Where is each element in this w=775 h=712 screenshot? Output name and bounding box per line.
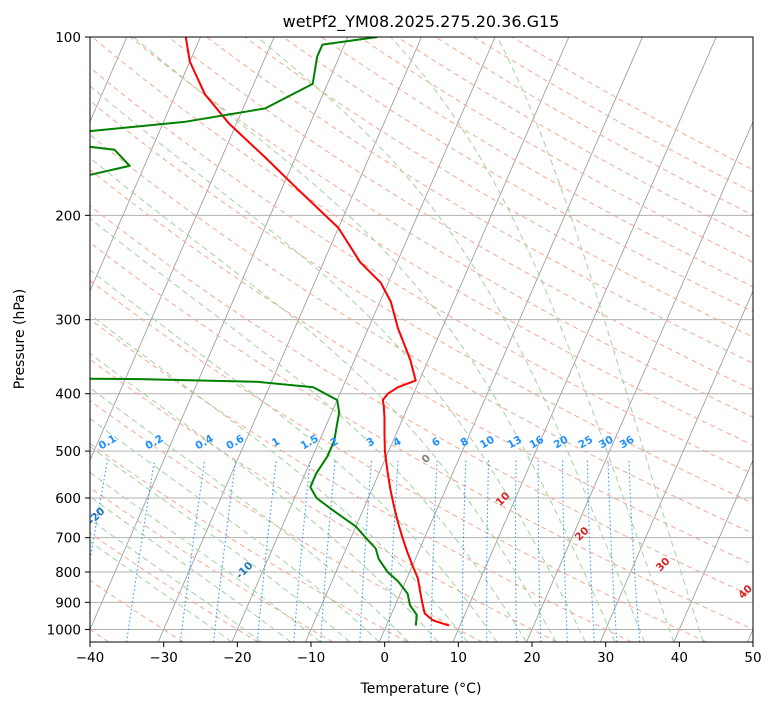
- y-axis-label: Pressure (hPa): [12, 289, 28, 389]
- dry-adiabat-line: [0, 37, 557, 642]
- dry-adiabat-line: [0, 37, 706, 642]
- mixing-ratio-line: [563, 461, 568, 643]
- mixing-ratio-label: 6: [430, 435, 442, 449]
- y-tick-label: 800: [55, 565, 81, 581]
- mixing-ratio-label: 4: [391, 435, 403, 449]
- y-tick-label: 600: [55, 491, 81, 507]
- isotherm-line: [158, 37, 421, 642]
- dry-adiabat-line: [245, 37, 775, 642]
- isotherm-line: [453, 37, 716, 642]
- dry-adiabat-line: [0, 37, 407, 642]
- x-tick-label: −10: [297, 650, 326, 666]
- mixing-ratio-label: 0.2: [143, 433, 165, 453]
- dry-adiabat-line: [321, 37, 775, 642]
- dry-adiabat-line: [169, 37, 775, 642]
- moist-adiabat-line: [0, 37, 350, 642]
- mixing-ratio-line: [516, 461, 517, 643]
- dry-adiabat-line: [130, 37, 775, 642]
- moist-adiabat-line: [0, 37, 438, 642]
- mixing-ratio-line: [321, 461, 336, 643]
- mixing-ratio-line: [462, 461, 466, 643]
- moist-adiabat-line: [0, 37, 379, 642]
- mixing-ratio-label: 3: [364, 435, 376, 449]
- x-tick-label: 50: [744, 650, 761, 666]
- isotherm-line: [379, 37, 642, 642]
- dry-adiabat-line: [92, 37, 775, 642]
- mixing-ratio-label: 1.5: [299, 433, 321, 453]
- mixing-ratio-line: [127, 461, 155, 643]
- x-tick-label: −40: [76, 650, 105, 666]
- moist-adiabat-line: [0, 37, 527, 642]
- dry-adiabat-label: -20: [86, 505, 108, 527]
- y-tick-label: 300: [55, 313, 81, 329]
- isotherm-line: [527, 37, 775, 642]
- moist-adiabat-line: [133, 37, 615, 642]
- y-tick-label: 1000: [47, 622, 81, 638]
- mixing-ratio-line: [629, 461, 640, 643]
- y-tick-label: 400: [55, 387, 81, 403]
- mixing-ratio-label: 25: [576, 434, 595, 452]
- mixing-ratio-label: 2: [328, 435, 340, 449]
- dry-adiabat-line: [54, 37, 775, 642]
- mixing-ratio-label: 30: [597, 434, 616, 452]
- x-tick-label: 30: [597, 650, 614, 666]
- isotherm-line: [306, 37, 569, 642]
- moist-adiabat-line: [0, 37, 497, 642]
- moist-adiabat-label: 10: [494, 490, 513, 509]
- moist-adiabat-label: 20: [573, 525, 592, 544]
- moist-adiabat-label: 40: [736, 583, 755, 602]
- x-tick-label: −30: [149, 650, 178, 666]
- x-axis-label: Temperature (°C): [360, 681, 482, 697]
- plot-frame: [90, 37, 753, 642]
- mixing-ratio-label: 1: [270, 435, 282, 449]
- mixing-ratio-line: [257, 461, 276, 643]
- mixing-ratio-label: 0.1: [97, 433, 119, 453]
- moist-adiabat-line: [497, 37, 703, 642]
- moist-adiabat-line: [257, 37, 644, 642]
- moist-adiabat-line: [0, 37, 320, 642]
- moist-adiabat-line: [0, 37, 409, 642]
- x-tick-label: 10: [450, 650, 467, 666]
- y-tick-label: 500: [55, 444, 81, 460]
- mixing-ratio-label: 10: [478, 434, 497, 452]
- mixing-ratio-line: [487, 461, 489, 643]
- dry-adiabat-line: [474, 37, 775, 642]
- x-tick-label: 0: [380, 650, 389, 666]
- mixing-ratio-line: [294, 461, 310, 643]
- y-tick-label: 200: [55, 208, 81, 224]
- y-tick-label: 700: [55, 531, 81, 547]
- y-tick-label: 900: [55, 595, 81, 611]
- moist-adiabat-label: 30: [654, 555, 673, 574]
- x-tick-label: 40: [671, 650, 688, 666]
- mixing-ratio-label: 8: [458, 435, 470, 449]
- dry-adiabat-line: [512, 37, 775, 642]
- mixing-ratio-line: [76, 461, 107, 643]
- isotherm-line: [600, 37, 775, 642]
- mixing-ratio-label: 36: [618, 434, 637, 452]
- isotherm-line: [748, 37, 775, 642]
- mixing-ratio-label: 0.6: [224, 433, 246, 453]
- dry-adiabat-line: [0, 37, 632, 642]
- moist-adiabat-label: 0: [419, 452, 433, 466]
- mixing-ratio-label: 16: [527, 434, 546, 452]
- mixing-ratio-label: 13: [505, 434, 524, 452]
- mixing-ratio-label: 0.4: [193, 433, 215, 453]
- chart-title: wetPf2_YM08.2025.275.20.36.G15: [283, 12, 560, 32]
- x-tick-label: −20: [223, 650, 252, 666]
- moist-adiabat-line: [391, 37, 674, 642]
- y-tick-label: 100: [55, 30, 81, 46]
- x-tick-label: 20: [523, 650, 540, 666]
- dry-adiabat-line: [359, 37, 775, 642]
- dry-adiabat-line: [0, 37, 482, 642]
- mixing-ratio-label: 20: [552, 434, 571, 452]
